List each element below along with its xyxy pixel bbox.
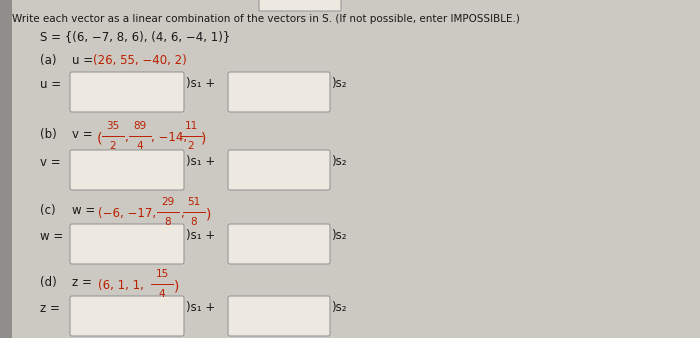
Text: v =: v =: [40, 155, 61, 169]
Text: (6, 1, 1,: (6, 1, 1,: [98, 279, 144, 292]
Text: ,: ,: [124, 131, 127, 144]
FancyBboxPatch shape: [228, 224, 330, 264]
Text: ,: ,: [180, 207, 183, 220]
Text: 35: 35: [106, 121, 120, 131]
FancyBboxPatch shape: [70, 224, 184, 264]
Text: )s₁ +: )s₁ +: [186, 301, 216, 314]
Text: )s₁ +: )s₁ +: [186, 155, 216, 169]
Text: 29: 29: [162, 197, 174, 207]
Text: , −14,: , −14,: [151, 131, 187, 144]
Text: 89: 89: [134, 121, 146, 131]
Text: )s₁ +: )s₁ +: [186, 230, 216, 242]
Text: 2: 2: [188, 141, 195, 151]
FancyBboxPatch shape: [70, 296, 184, 336]
Text: 8: 8: [164, 217, 172, 227]
Text: (b): (b): [40, 128, 57, 141]
Text: )s₂: )s₂: [331, 301, 346, 314]
FancyBboxPatch shape: [70, 72, 184, 112]
Text: ): ): [201, 131, 206, 145]
Text: 11: 11: [184, 121, 197, 131]
Text: (26, 55, −40, 2): (26, 55, −40, 2): [93, 54, 187, 67]
Text: z =: z =: [40, 301, 60, 314]
Text: 15: 15: [155, 269, 169, 279]
Text: )s₁ +: )s₁ +: [186, 77, 216, 91]
Text: v =: v =: [72, 128, 92, 141]
FancyBboxPatch shape: [228, 150, 330, 190]
FancyBboxPatch shape: [228, 296, 330, 336]
Text: S = {(6, −7, 8, 6), (4, 6, −4, 1)}: S = {(6, −7, 8, 6), (4, 6, −4, 1)}: [40, 30, 230, 43]
Text: 4: 4: [159, 289, 165, 299]
Bar: [0, 0, 12, 338]
Text: 8: 8: [190, 217, 197, 227]
Text: w =: w =: [72, 204, 95, 217]
Text: )s₂: )s₂: [331, 77, 346, 91]
Text: 51: 51: [188, 197, 201, 207]
Text: z =: z =: [72, 276, 92, 289]
Text: (d): (d): [40, 276, 57, 289]
Text: )s₂: )s₂: [331, 230, 346, 242]
Text: ): ): [174, 279, 179, 293]
Text: )s₂: )s₂: [331, 155, 346, 169]
Text: w =: w =: [40, 230, 63, 242]
Text: (c): (c): [40, 204, 55, 217]
FancyBboxPatch shape: [228, 72, 330, 112]
Text: (−6, −17,: (−6, −17,: [98, 207, 156, 220]
Text: Write each vector as a linear combination of the vectors in S. (If not possible,: Write each vector as a linear combinatio…: [12, 14, 520, 24]
Text: 2: 2: [110, 141, 116, 151]
Text: u =: u =: [72, 54, 93, 67]
FancyBboxPatch shape: [70, 150, 184, 190]
Text: (: (: [97, 131, 102, 145]
FancyBboxPatch shape: [259, 0, 341, 11]
Text: ): ): [206, 207, 211, 221]
Text: u =: u =: [40, 77, 61, 91]
Text: (a): (a): [40, 54, 57, 67]
Text: 4: 4: [136, 141, 144, 151]
